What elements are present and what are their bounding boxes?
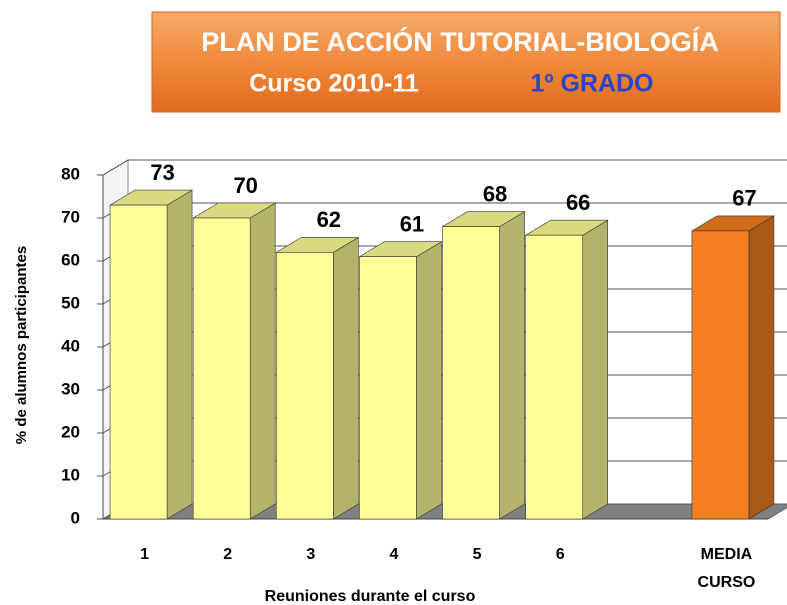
x-axis-label: Reuniones durante el curso [265, 588, 476, 605]
y-tick-label: 70 [61, 207, 80, 226]
y-tick-label: 20 [61, 422, 80, 441]
bar [442, 226, 500, 520]
x-tick-label: 2 [223, 546, 232, 563]
bar [691, 230, 750, 520]
chart-title: PLAN DE ACCIÓN TUTORIAL-BIOLOGÍA [201, 26, 718, 57]
value-label: 67 [732, 186, 756, 211]
x-tick-label: 6 [556, 546, 565, 563]
grade-label: 1º GRADO [530, 70, 653, 98]
value-label: 68 [483, 181, 507, 206]
bar [525, 234, 583, 520]
x-tick-label: 5 [473, 546, 482, 563]
bar-side [166, 189, 193, 520]
side-grid-line [102, 159, 129, 176]
bar [109, 204, 168, 520]
bar-side [333, 236, 359, 520]
value-label: 70 [233, 173, 257, 198]
x-tick-label: 4 [389, 546, 398, 563]
y-tick-label: 40 [61, 336, 80, 355]
bar-side [582, 219, 608, 520]
value-label: 62 [317, 207, 341, 232]
y-tick-label: 50 [61, 293, 80, 312]
y-tick-label: 0 [71, 508, 80, 527]
chart-subtitle: Curso 2010-11 [249, 70, 419, 98]
value-label: 73 [150, 160, 174, 185]
bar [359, 256, 417, 520]
bar [192, 217, 251, 520]
bar-side [748, 215, 775, 520]
y-axis-label: % de alumnos participantes [13, 246, 30, 444]
x-tick-label: 3 [306, 546, 315, 563]
value-label: 66 [566, 190, 590, 215]
y-tick-label: 60 [61, 250, 80, 269]
y-tick-label: 30 [61, 379, 80, 398]
y-tick-label: 10 [61, 465, 80, 484]
value-label: 61 [400, 212, 424, 237]
bar-side [499, 211, 525, 520]
x-tick-label: 1 [140, 546, 149, 563]
bar-side [416, 241, 442, 520]
x-tick-label: MEDIA CURSO [698, 546, 756, 591]
title-box [151, 11, 781, 113]
bar [276, 252, 334, 520]
bar-side [249, 202, 276, 520]
y-tick-label: 80 [61, 164, 80, 183]
